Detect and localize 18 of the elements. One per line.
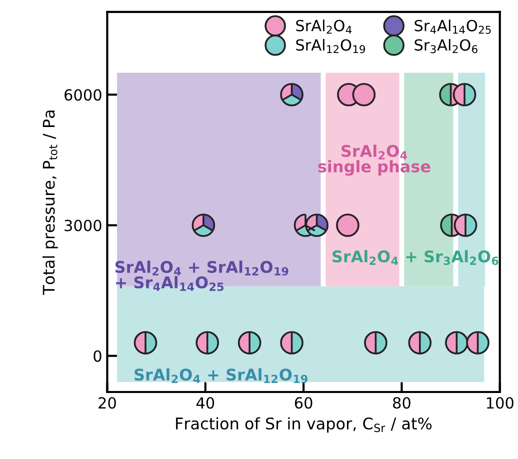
y-tick-label: 6000	[64, 89, 102, 101]
x-tick-label: 20	[98, 397, 116, 409]
y-tick-label: 3000	[64, 220, 102, 232]
x-tick-label: 100	[486, 397, 514, 409]
x-tick-label: 80	[393, 397, 410, 409]
x-axis-title: Fraction of Sr in vapor, C$_{Sr}$ / at%	[176, 417, 432, 433]
y-tick-label: 0	[94, 350, 102, 362]
x-tick-label: 40	[196, 397, 214, 409]
legend-label: SrAl$_{2}$O$_{4}$	[296, 20, 352, 34]
y-axis-title: Total pressure, P$_{tot}$ / Pa	[42, 110, 58, 295]
legend-label: Sr$_{4}$Al$_{14}$O$_{25}$	[414, 20, 491, 34]
text: SrAl$_{2}$O$_{4}$ + Sr$_{3}$Al$_{2}$O$_{6}$	[332, 250, 498, 266]
x-tick-label: 60	[294, 397, 312, 409]
annotation: SrAl$_{2}$O$_{4}$ + SrAl$_{12}$O$_{19}$	[134, 368, 308, 384]
text: SrAl$_{2}$O$_{4}$ + SrAl$_{12}$O$_{19}$ + Sr$_{4}$Al$_{14}$O$_{25}$	[115, 260, 288, 291]
annotation: SrAl$_{2}$O$_{4}$ single phase	[318, 144, 430, 176]
legend-label: SrAl$_{12}$O$_{19}$	[296, 38, 366, 54]
legend-label: Sr$_{3}$Al$_{2}$O$_{6}$	[414, 38, 478, 54]
